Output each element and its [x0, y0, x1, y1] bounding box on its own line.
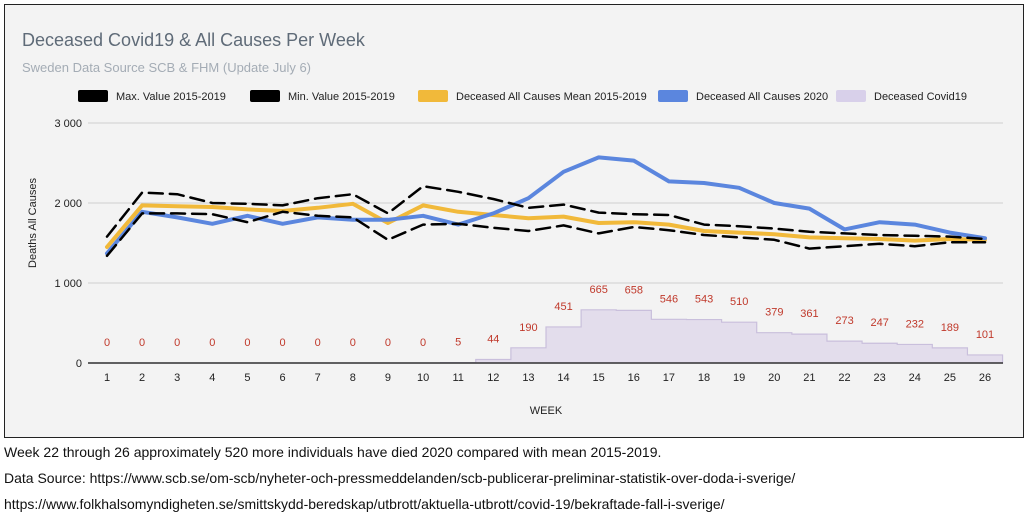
chart-subtitle: Sweden Data Source SCB & FHM (Update Jul… [22, 60, 312, 75]
covid-data-label: 0 [350, 337, 356, 349]
covid-data-label: 247 [870, 317, 888, 329]
covid-data-label: 0 [315, 337, 321, 349]
x-tick-label: 16 [628, 372, 640, 384]
covid-data-label: 379 [765, 307, 783, 319]
y-tick-label: 2 000 [54, 198, 82, 210]
covid-data-label: 0 [385, 337, 391, 349]
x-tick-label: 20 [768, 372, 780, 384]
x-tick-label: 6 [280, 372, 286, 384]
covid-data-label: 361 [800, 308, 818, 320]
x-tick-label: 1 [104, 372, 110, 384]
x-tick-label: 24 [909, 372, 921, 384]
series-lines [105, 155, 987, 258]
x-tick-label: 26 [979, 372, 991, 384]
chart-frame [4, 4, 1024, 438]
x-tick-label: 15 [593, 372, 605, 384]
covid-data-label: 101 [976, 329, 994, 341]
covid-data-label: 189 [941, 322, 959, 334]
covid-data-label: 543 [695, 294, 713, 306]
covid-data-label: 0 [420, 337, 426, 349]
x-tick-label: 10 [417, 372, 429, 384]
legend-label: Deceased All Causes 2020 [696, 91, 828, 103]
covid-data-label: 0 [174, 337, 180, 349]
covid-data-label: 0 [280, 337, 286, 349]
x-tick-label: 17 [663, 372, 675, 384]
x-tick-label: 2 [139, 372, 145, 384]
legend-swatch [418, 90, 448, 102]
series-line-1 [105, 210, 987, 258]
legend-swatch [658, 90, 688, 102]
chart-title: Deceased Covid19 & All Causes Per Week [22, 30, 365, 50]
chart-canvas: Max. Value 2015-2019 Min. Value 2015-2019… [27, 90, 1004, 417]
covid-data-label: 451 [554, 301, 572, 313]
covid-step-area [89, 309, 1004, 364]
x-tick-label: 5 [244, 372, 250, 384]
x-tick-label: 21 [803, 372, 815, 384]
legend-label: Min. Value 2015-2019 [288, 91, 395, 103]
covid-data-label: 0 [209, 337, 215, 349]
covid-data-label: 44 [487, 333, 499, 345]
gridlines: 0 1 000 2 000 3 000 [54, 118, 1003, 370]
legend-swatch [78, 90, 108, 102]
series-line-3 [105, 155, 987, 256]
x-tick-label: 14 [557, 372, 569, 384]
covid-data-label: 232 [906, 318, 924, 330]
x-tick-label: 25 [944, 372, 956, 384]
covid-data-label: 658 [625, 284, 643, 296]
x-tick-label: 3 [174, 372, 180, 384]
legend-label: Max. Value 2015-2019 [116, 91, 226, 103]
covid-data-label: 190 [519, 322, 537, 334]
covid-data-label: 665 [590, 284, 608, 296]
x-tick-label: 12 [487, 372, 499, 384]
x-tick-label: 23 [874, 372, 886, 384]
series-line-2 [105, 201, 987, 249]
covid-area [89, 309, 1004, 364]
y-tick-label: 3 000 [54, 118, 82, 130]
covid-data-label: 510 [730, 296, 748, 308]
x-tick-label: 11 [452, 372, 463, 384]
x-tick-label: 18 [698, 372, 710, 384]
x-tick-label: 13 [522, 372, 534, 384]
footer-note: Week 22 through 26 approximately 520 mor… [4, 444, 662, 460]
y-tick-label: 0 [76, 358, 82, 370]
legend-label: Deceased All Causes Mean 2015-2019 [456, 91, 647, 103]
covid-data-label: 273 [835, 315, 853, 327]
covid-data-label: 0 [139, 337, 145, 349]
legend-label: Deceased Covid19 [874, 91, 967, 103]
covid-data-label: 546 [660, 293, 678, 305]
x-axis-label: WEEK [530, 405, 563, 417]
legend: Max. Value 2015-2019 Min. Value 2015-2019… [78, 90, 967, 103]
axes: 1 2 3 4 5 6 7 8 9 10 11 12 13 14 15 16 17 18 19 20 21 22 23 24 2… [88, 362, 1003, 384]
legend-swatch [250, 90, 280, 102]
x-tick-label: 7 [315, 372, 321, 384]
series-line-0 [105, 184, 987, 241]
x-tick-label: 4 [209, 372, 215, 384]
footer-source-fhm: https://www.folkhalsomyndigheten.se/smit… [4, 496, 725, 512]
x-tick-label: 19 [733, 372, 745, 384]
data-labels: 0 0 0 0 0 0 0 0 0 0 5 44 190 451 665 658 546 543 510 379 361… [104, 284, 994, 349]
covid-data-label: 5 [455, 337, 461, 349]
x-tick-label: 8 [350, 372, 356, 384]
x-tick-label: 9 [385, 372, 391, 384]
legend-swatch [836, 90, 866, 102]
y-tick-label: 1 000 [54, 278, 82, 290]
x-tick-label: 22 [838, 372, 850, 384]
y-axis-label: Deaths All Causes [27, 178, 39, 268]
footer-source-scb: Data Source: https://www.scb.se/om-scb/n… [4, 470, 796, 486]
covid-data-label: 0 [244, 337, 250, 349]
covid-data-label: 0 [104, 337, 110, 349]
